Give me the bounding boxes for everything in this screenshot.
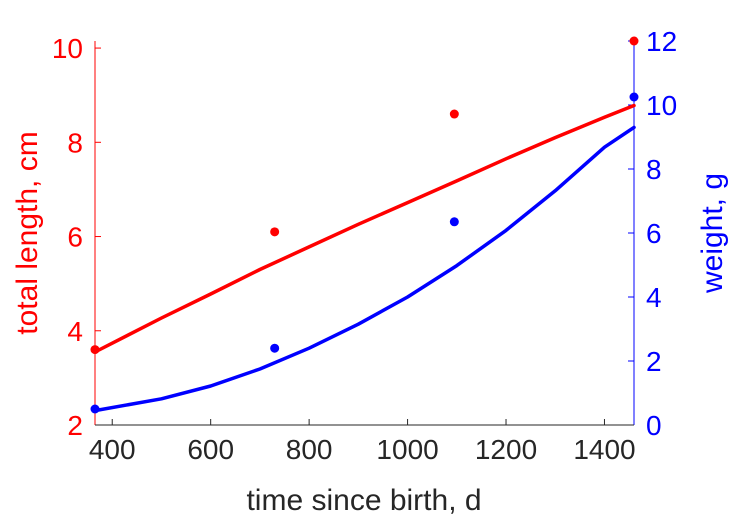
x-tick-label: 600 (187, 434, 234, 465)
plot-area (90, 36, 639, 414)
fit-line-right (93, 125, 636, 413)
data-point-right (629, 92, 639, 102)
left-y-axis-label: total length, cm (11, 131, 44, 334)
left-tick-label: 10 (52, 33, 83, 64)
right-tick-label: 12 (646, 26, 677, 57)
data-point-left (629, 36, 639, 46)
data-point-left (90, 345, 100, 355)
x-axis: 400 600 800 1000 1200 1400 (89, 419, 636, 465)
right-tick-label: 10 (646, 90, 677, 121)
x-tick-label: 1400 (573, 434, 635, 465)
left-y-axis: 2 4 6 8 10 (52, 33, 101, 441)
x-tick-label: 800 (286, 434, 333, 465)
right-tick-label: 6 (646, 218, 662, 249)
left-tick-label: 2 (67, 410, 83, 441)
right-tick-label: 2 (646, 346, 662, 377)
left-tick-label: 8 (67, 127, 83, 158)
data-point-left (270, 227, 280, 237)
data-point-right (449, 217, 459, 227)
data-point-right (90, 404, 100, 414)
left-tick-label: 4 (67, 316, 83, 347)
right-y-axis-label: weight, g (696, 173, 729, 294)
x-tick-label: 400 (89, 434, 136, 465)
right-tick-label: 8 (646, 154, 662, 185)
data-point-right (270, 343, 280, 353)
right-tick-label: 4 (646, 282, 662, 313)
x-tick-label: 1200 (475, 434, 537, 465)
right-y-axis: 0 2 4 6 8 10 12 (628, 26, 677, 441)
x-axis-label: time since birth, d (246, 484, 481, 517)
left-tick-label: 6 (67, 222, 83, 253)
right-tick-label: 0 (646, 410, 662, 441)
x-tick-label: 1000 (376, 434, 438, 465)
fit-line-left (93, 103, 636, 354)
data-point-left (449, 109, 459, 119)
